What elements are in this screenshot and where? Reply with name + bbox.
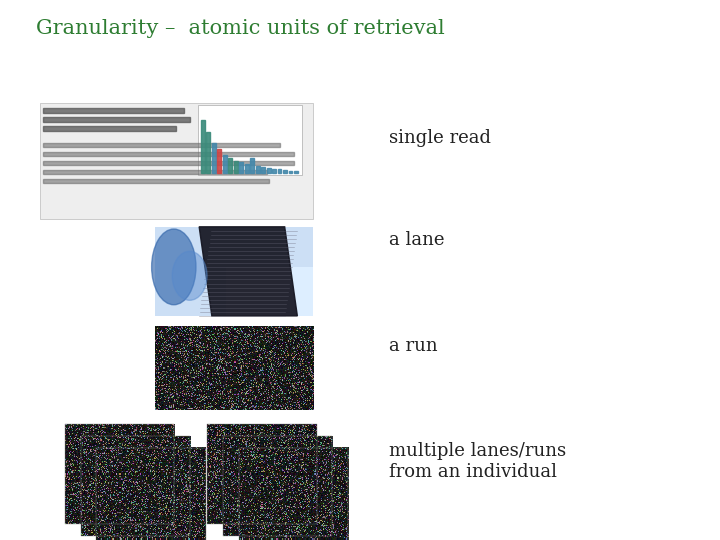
Ellipse shape bbox=[172, 251, 207, 300]
Bar bbox=[207, 132, 210, 173]
Bar bbox=[223, 436, 333, 536]
Bar bbox=[43, 170, 266, 174]
Bar bbox=[40, 103, 313, 219]
Bar bbox=[256, 166, 260, 173]
Bar bbox=[272, 169, 276, 173]
Bar bbox=[43, 109, 184, 113]
Bar bbox=[261, 167, 265, 173]
Bar bbox=[96, 448, 206, 540]
Bar bbox=[198, 105, 302, 174]
Text: single read: single read bbox=[389, 129, 491, 147]
Text: a lane: a lane bbox=[389, 231, 444, 249]
Bar bbox=[155, 227, 313, 316]
Bar bbox=[239, 163, 243, 173]
Text: Granularity –  atomic units of retrieval: Granularity – atomic units of retrieval bbox=[36, 19, 445, 38]
Bar bbox=[201, 120, 205, 173]
Bar bbox=[212, 143, 216, 173]
Polygon shape bbox=[199, 227, 297, 316]
Bar bbox=[278, 170, 282, 173]
Bar bbox=[43, 126, 176, 131]
Bar bbox=[81, 436, 190, 536]
Bar bbox=[228, 158, 233, 173]
Bar bbox=[43, 152, 294, 156]
Bar bbox=[251, 158, 254, 173]
Bar bbox=[289, 171, 292, 173]
Bar bbox=[226, 267, 313, 316]
Bar bbox=[266, 168, 271, 173]
Bar bbox=[207, 424, 317, 524]
Bar bbox=[65, 424, 174, 524]
Bar bbox=[43, 143, 280, 147]
Bar bbox=[43, 161, 294, 165]
Text: a run: a run bbox=[389, 336, 438, 355]
Text: multiple lanes/runs
from an individual: multiple lanes/runs from an individual bbox=[389, 442, 566, 481]
Bar bbox=[294, 171, 298, 173]
Bar bbox=[217, 149, 221, 173]
Bar bbox=[245, 164, 248, 173]
Bar bbox=[239, 448, 348, 540]
Ellipse shape bbox=[152, 229, 196, 305]
Bar bbox=[43, 117, 189, 122]
Bar bbox=[283, 170, 287, 173]
Bar bbox=[234, 161, 238, 173]
Bar bbox=[223, 155, 227, 173]
Bar bbox=[43, 179, 269, 183]
